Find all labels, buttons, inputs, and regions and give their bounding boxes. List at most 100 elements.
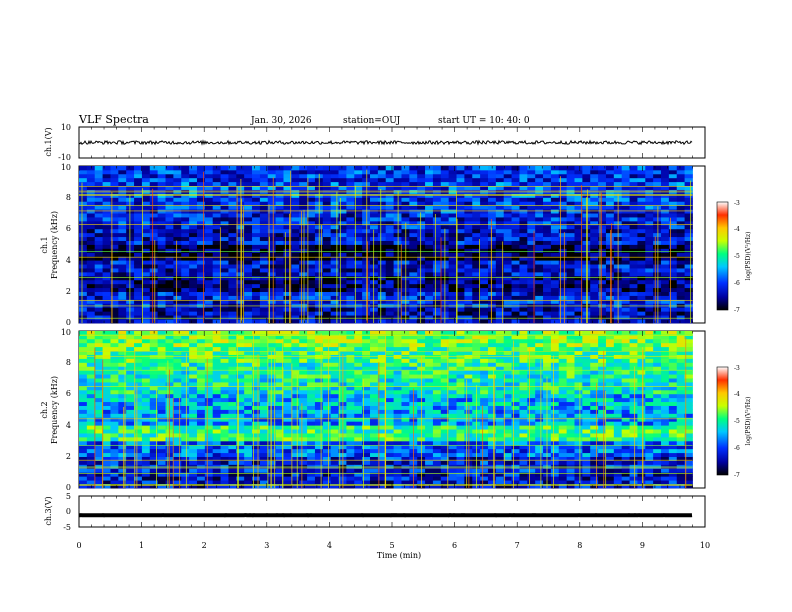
spectrogram-cell xyxy=(354,244,363,249)
spectrogram-cell xyxy=(566,295,575,300)
spectrogram-cell xyxy=(149,303,159,308)
spectrogram-cell xyxy=(307,169,316,175)
spectrogram-cell xyxy=(417,346,426,352)
spectrogram-cell xyxy=(322,370,332,375)
spectrogram-cell xyxy=(196,389,206,395)
spectrogram-cell xyxy=(165,213,174,218)
spectrogram-cell xyxy=(362,224,371,230)
spectrogram-cell xyxy=(259,271,269,277)
spectrogram-cell xyxy=(244,358,253,363)
spectrogram-cell xyxy=(322,291,332,296)
spectrogram-cell xyxy=(472,173,481,179)
spectrogram-cell xyxy=(558,295,568,300)
spectrogram-cell xyxy=(165,228,174,234)
spectrogram-cell xyxy=(621,248,630,253)
spectrogram-cell xyxy=(149,476,159,481)
spectrogram-cell xyxy=(299,169,308,175)
spectrogram-cell xyxy=(283,205,292,210)
spectrogram-cell xyxy=(259,346,269,352)
spectrogram-cell xyxy=(440,193,450,198)
spectrogram-cell xyxy=(110,201,119,206)
spectrogram-cell xyxy=(165,460,174,465)
spectrogram-cell xyxy=(126,346,135,352)
spectrogram-cell xyxy=(377,338,387,344)
spectrogram-cell xyxy=(590,181,599,187)
spectrogram-cell xyxy=(527,299,536,304)
spectrogram-cell xyxy=(157,268,166,273)
spectrogram-cell xyxy=(157,342,166,348)
spectrogram-cell xyxy=(236,201,245,206)
spectrogram-cell xyxy=(267,283,277,289)
spectrogram-cell xyxy=(385,193,395,198)
spectrogram-cell xyxy=(487,256,497,261)
spectrogram-cell xyxy=(637,248,646,253)
spectrogram-cell xyxy=(149,452,159,458)
spectrogram-cell xyxy=(79,217,88,222)
spectrogram-cell xyxy=(503,197,512,202)
spectrogram-cell xyxy=(252,275,261,281)
spectrogram-cell xyxy=(291,472,300,477)
spectrogram-cell xyxy=(220,213,229,218)
spectrogram-cell xyxy=(212,401,221,406)
spectrogram-cell xyxy=(637,181,646,187)
spectrogram-cell xyxy=(102,311,111,316)
spectrogram-cell xyxy=(275,303,284,308)
spectrogram-cell xyxy=(236,393,245,399)
spectrogram-cell xyxy=(480,295,489,300)
spectrogram-cell xyxy=(204,279,214,285)
spectrogram-cell xyxy=(322,169,332,175)
spectrogram-cell xyxy=(118,401,127,406)
spectrogram-cell xyxy=(267,271,277,277)
spectrogram-cell xyxy=(558,217,568,222)
spectrogram-cell xyxy=(79,299,88,304)
spectrogram-cell xyxy=(141,417,151,422)
spectrogram-cell xyxy=(558,240,568,245)
spectrogram-cell xyxy=(134,397,143,403)
spectrogram-cell xyxy=(86,236,96,241)
spectrogram-cell xyxy=(244,436,253,442)
spectrogram-cell xyxy=(189,331,198,336)
spectrogram-cell xyxy=(299,240,308,245)
spectrogram-cell xyxy=(307,256,316,261)
spectrogram-cell xyxy=(94,287,103,293)
spectrogram-cell xyxy=(480,224,489,230)
spectrogram-cell xyxy=(299,401,308,406)
spectrogram-cell xyxy=(291,409,300,414)
spectrogram-cell xyxy=(448,275,457,281)
spectrogram-cell xyxy=(472,232,481,238)
spectrogram-cell xyxy=(621,166,630,171)
spectrogram-cell xyxy=(196,484,206,489)
spectrogram-cell xyxy=(196,425,206,430)
spectrogram-cell xyxy=(385,334,395,340)
spectrogram-cell xyxy=(196,268,206,273)
spectrogram-cell xyxy=(377,460,387,465)
spectrogram-cell xyxy=(134,299,143,304)
spectrogram-cell xyxy=(181,354,190,359)
spectrogram-cell xyxy=(244,248,253,253)
spectrogram-cell xyxy=(330,389,339,395)
spectrogram-cell xyxy=(189,452,198,458)
spectrogram-cell xyxy=(362,393,371,399)
spectrogram-cell xyxy=(629,252,638,257)
spectrogram-cell xyxy=(291,401,300,406)
spectrogram-cell xyxy=(275,448,284,454)
spectrogram-cell xyxy=(535,224,544,230)
spectrogram-cell xyxy=(283,331,292,336)
spectrogram-cell xyxy=(362,311,371,316)
spectrogram-cell xyxy=(244,311,253,316)
spectrogram-cell xyxy=(322,173,332,179)
spectrogram-cell xyxy=(173,436,182,442)
spectrogram-cell xyxy=(299,350,308,355)
spectrogram-cell xyxy=(511,217,520,222)
spectrogram-cell xyxy=(472,260,481,265)
spectrogram-cell xyxy=(141,217,151,222)
spectrogram-cell xyxy=(157,166,166,171)
spectrogram-cell xyxy=(314,409,324,414)
spectrogram-cell xyxy=(409,224,418,230)
spectrogram-cell xyxy=(330,468,339,473)
spectrogram-cell xyxy=(79,166,88,171)
spectrogram-cell xyxy=(228,236,237,241)
spectrogram-cell xyxy=(527,181,536,187)
spectrogram-cell xyxy=(566,299,575,304)
spectrogram-cell xyxy=(149,378,159,383)
